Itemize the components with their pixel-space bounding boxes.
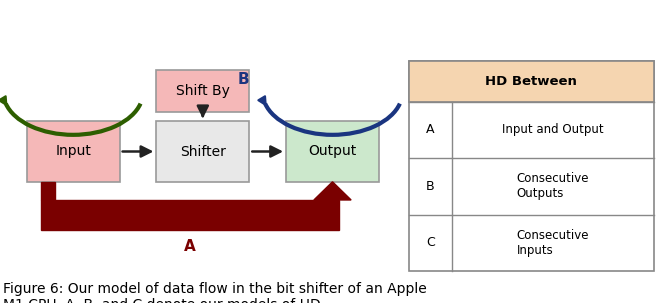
Bar	[409, 61, 654, 271]
FancyBboxPatch shape	[286, 121, 379, 182]
Text: Input and Output: Input and Output	[502, 123, 604, 136]
Text: A: A	[426, 123, 435, 136]
Polygon shape	[314, 182, 351, 200]
Text: Figure 6: Our model of data flow in the bit shifter of an Apple
M1 CPU. A, B, an: Figure 6: Our model of data flow in the …	[3, 282, 427, 303]
Text: Output: Output	[309, 145, 356, 158]
Text: B: B	[238, 72, 249, 87]
Bar	[41, 200, 339, 230]
FancyBboxPatch shape	[27, 121, 120, 182]
FancyBboxPatch shape	[156, 121, 249, 182]
Text: A: A	[184, 239, 196, 255]
Bar	[409, 61, 654, 102]
FancyBboxPatch shape	[156, 70, 249, 112]
Text: Shifter: Shifter	[180, 145, 225, 158]
Text: B: B	[426, 180, 435, 193]
Text: Consecutive
Outputs: Consecutive Outputs	[517, 172, 589, 200]
Text: Consecutive
Inputs: Consecutive Inputs	[517, 229, 589, 257]
Text: Input: Input	[55, 145, 91, 158]
Text: Shift By: Shift By	[176, 84, 230, 98]
Bar	[41, 182, 55, 200]
Text: HD Between: HD Between	[485, 75, 577, 88]
Text: C: C	[426, 236, 435, 249]
